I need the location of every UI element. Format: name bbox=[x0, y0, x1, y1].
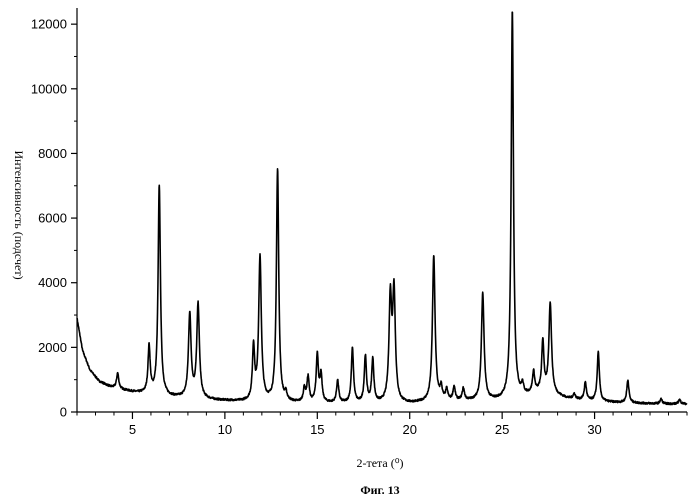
plot-frame bbox=[77, 8, 687, 412]
x-tick-label: 5 bbox=[129, 422, 136, 437]
diffraction-trace bbox=[77, 12, 687, 404]
y-tick-label: 4000 bbox=[38, 275, 67, 290]
x-tick-label: 15 bbox=[310, 422, 324, 437]
x-tick-label: 30 bbox=[587, 422, 601, 437]
y-axis-title: Интенсивность (подсчет) bbox=[12, 150, 26, 279]
figure-caption: Фиг. 13 bbox=[360, 483, 399, 497]
x-axis-title: 2-тета (⁰) bbox=[356, 456, 403, 470]
y-tick-label: 8000 bbox=[38, 146, 67, 161]
x-tick-label: 20 bbox=[402, 422, 416, 437]
x-tick-label: 10 bbox=[218, 422, 232, 437]
x-tick-label: 25 bbox=[495, 422, 509, 437]
x-axis-ticks: 5 10 15 20 25 30 bbox=[77, 412, 687, 437]
y-tick-label: 6000 bbox=[38, 211, 67, 226]
y-axis-ticks: 0 2000 4000 6000 8000 10000 12000 bbox=[31, 17, 77, 420]
y-tick-label: 2000 bbox=[38, 340, 67, 355]
y-tick-label: 12000 bbox=[31, 17, 67, 32]
y-tick-label: 0 bbox=[60, 405, 67, 420]
y-tick-label: 10000 bbox=[31, 81, 67, 96]
